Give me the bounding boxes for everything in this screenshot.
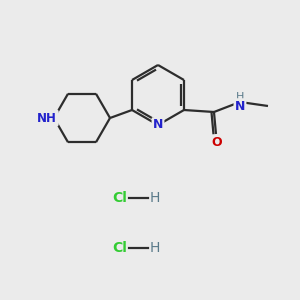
Text: H: H — [236, 92, 244, 102]
Text: H: H — [150, 241, 160, 255]
Text: Cl: Cl — [112, 241, 128, 255]
Text: N: N — [153, 118, 163, 131]
Text: O: O — [212, 136, 222, 149]
Text: H: H — [150, 191, 160, 205]
Text: Cl: Cl — [112, 191, 128, 205]
Text: N: N — [235, 100, 245, 112]
Text: NH: NH — [37, 112, 57, 124]
